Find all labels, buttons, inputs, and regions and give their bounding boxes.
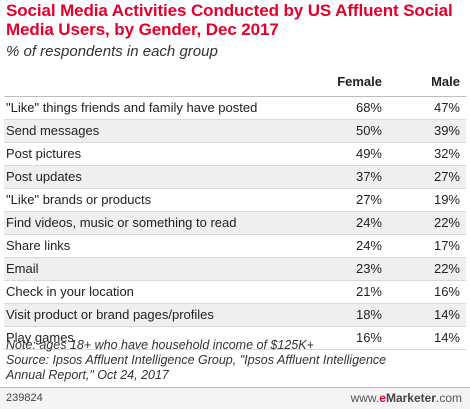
brand-prefix: www. xyxy=(350,391,380,405)
female-value: 18% xyxy=(355,307,382,322)
table-row: Visit product or brand pages/profiles 18%… xyxy=(4,304,466,327)
female-value: 49% xyxy=(355,146,382,161)
table-row: Send messages 50% 39% xyxy=(4,120,466,143)
table-row: "Like" things friends and family have po… xyxy=(4,97,466,120)
note-line: Note: ages 18+ who have household income… xyxy=(6,338,314,352)
table-row: Play games 16% 14% xyxy=(4,327,466,350)
row-label: Play games xyxy=(6,330,74,345)
row-label: Send messages xyxy=(6,123,100,138)
row-label: Check in your location xyxy=(6,284,134,299)
source-line: Annual Report," Oct 24, 2017 xyxy=(6,368,169,382)
row-label: Visit product or brand pages/profiles xyxy=(6,307,214,322)
footer-bar: 239824 www.eMarketer.com xyxy=(0,387,470,409)
male-value: 32% xyxy=(433,146,460,161)
female-value: 24% xyxy=(355,238,382,253)
female-value: 50% xyxy=(355,123,382,138)
table-header: Female Male xyxy=(4,70,466,97)
chart-title: Social Media Activities Conducted by US … xyxy=(6,1,453,39)
male-value: 47% xyxy=(433,100,460,115)
row-label: Post updates xyxy=(6,169,82,184)
row-label: Share links xyxy=(6,238,71,253)
table-row: "Like" brands or products 27% 19% xyxy=(4,189,466,212)
male-value: 19% xyxy=(433,192,460,207)
table-body: "Like" things friends and family have po… xyxy=(4,97,466,350)
male-value: 14% xyxy=(433,330,460,345)
column-header-female: Female xyxy=(337,74,382,89)
source-line: Source: Ipsos Affluent Intelligence Grou… xyxy=(6,353,387,367)
brand-suffix: .com xyxy=(435,391,462,405)
male-value: 27% xyxy=(433,169,460,184)
female-value: 24% xyxy=(355,215,382,230)
table-row: Check in your location 21% 16% xyxy=(4,281,466,304)
chart-id: 239824 xyxy=(6,392,43,404)
table-row: Share links 24% 17% xyxy=(4,235,466,258)
female-value: 68% xyxy=(355,100,382,115)
brand-name: Marketer xyxy=(385,391,436,405)
chart-subtitle: % of respondents in each group xyxy=(6,43,218,60)
female-value: 37% xyxy=(355,169,382,184)
column-header-male: Male xyxy=(431,74,460,89)
female-value: 21% xyxy=(355,284,382,299)
chart-note: Note: ages 18+ who have household income… xyxy=(6,338,446,383)
female-value: 23% xyxy=(355,261,382,276)
table-row: Email 23% 22% xyxy=(4,258,466,281)
row-label: Find videos, music or something to read xyxy=(6,215,237,230)
brand-e: e xyxy=(379,391,386,405)
male-value: 14% xyxy=(433,307,460,322)
male-value: 17% xyxy=(433,238,460,253)
male-value: 22% xyxy=(433,215,460,230)
row-label: "Like" brands or products xyxy=(6,192,152,207)
male-value: 39% xyxy=(433,123,460,138)
table-row: Find videos, music or something to read 2… xyxy=(4,212,466,235)
male-value: 16% xyxy=(433,284,460,299)
data-table: Female Male "Like" things friends and fa… xyxy=(4,70,466,350)
female-value: 16% xyxy=(355,330,382,345)
table-row: Post pictures 49% 32% xyxy=(4,143,466,166)
row-label: "Like" things friends and family have po… xyxy=(6,100,258,115)
male-value: 22% xyxy=(433,261,460,276)
brand-logo: www.eMarketer.com xyxy=(351,391,462,405)
row-label: Post pictures xyxy=(6,146,82,161)
table-row: Post updates 37% 27% xyxy=(4,166,466,189)
female-value: 27% xyxy=(355,192,382,207)
row-label: Email xyxy=(6,261,39,276)
